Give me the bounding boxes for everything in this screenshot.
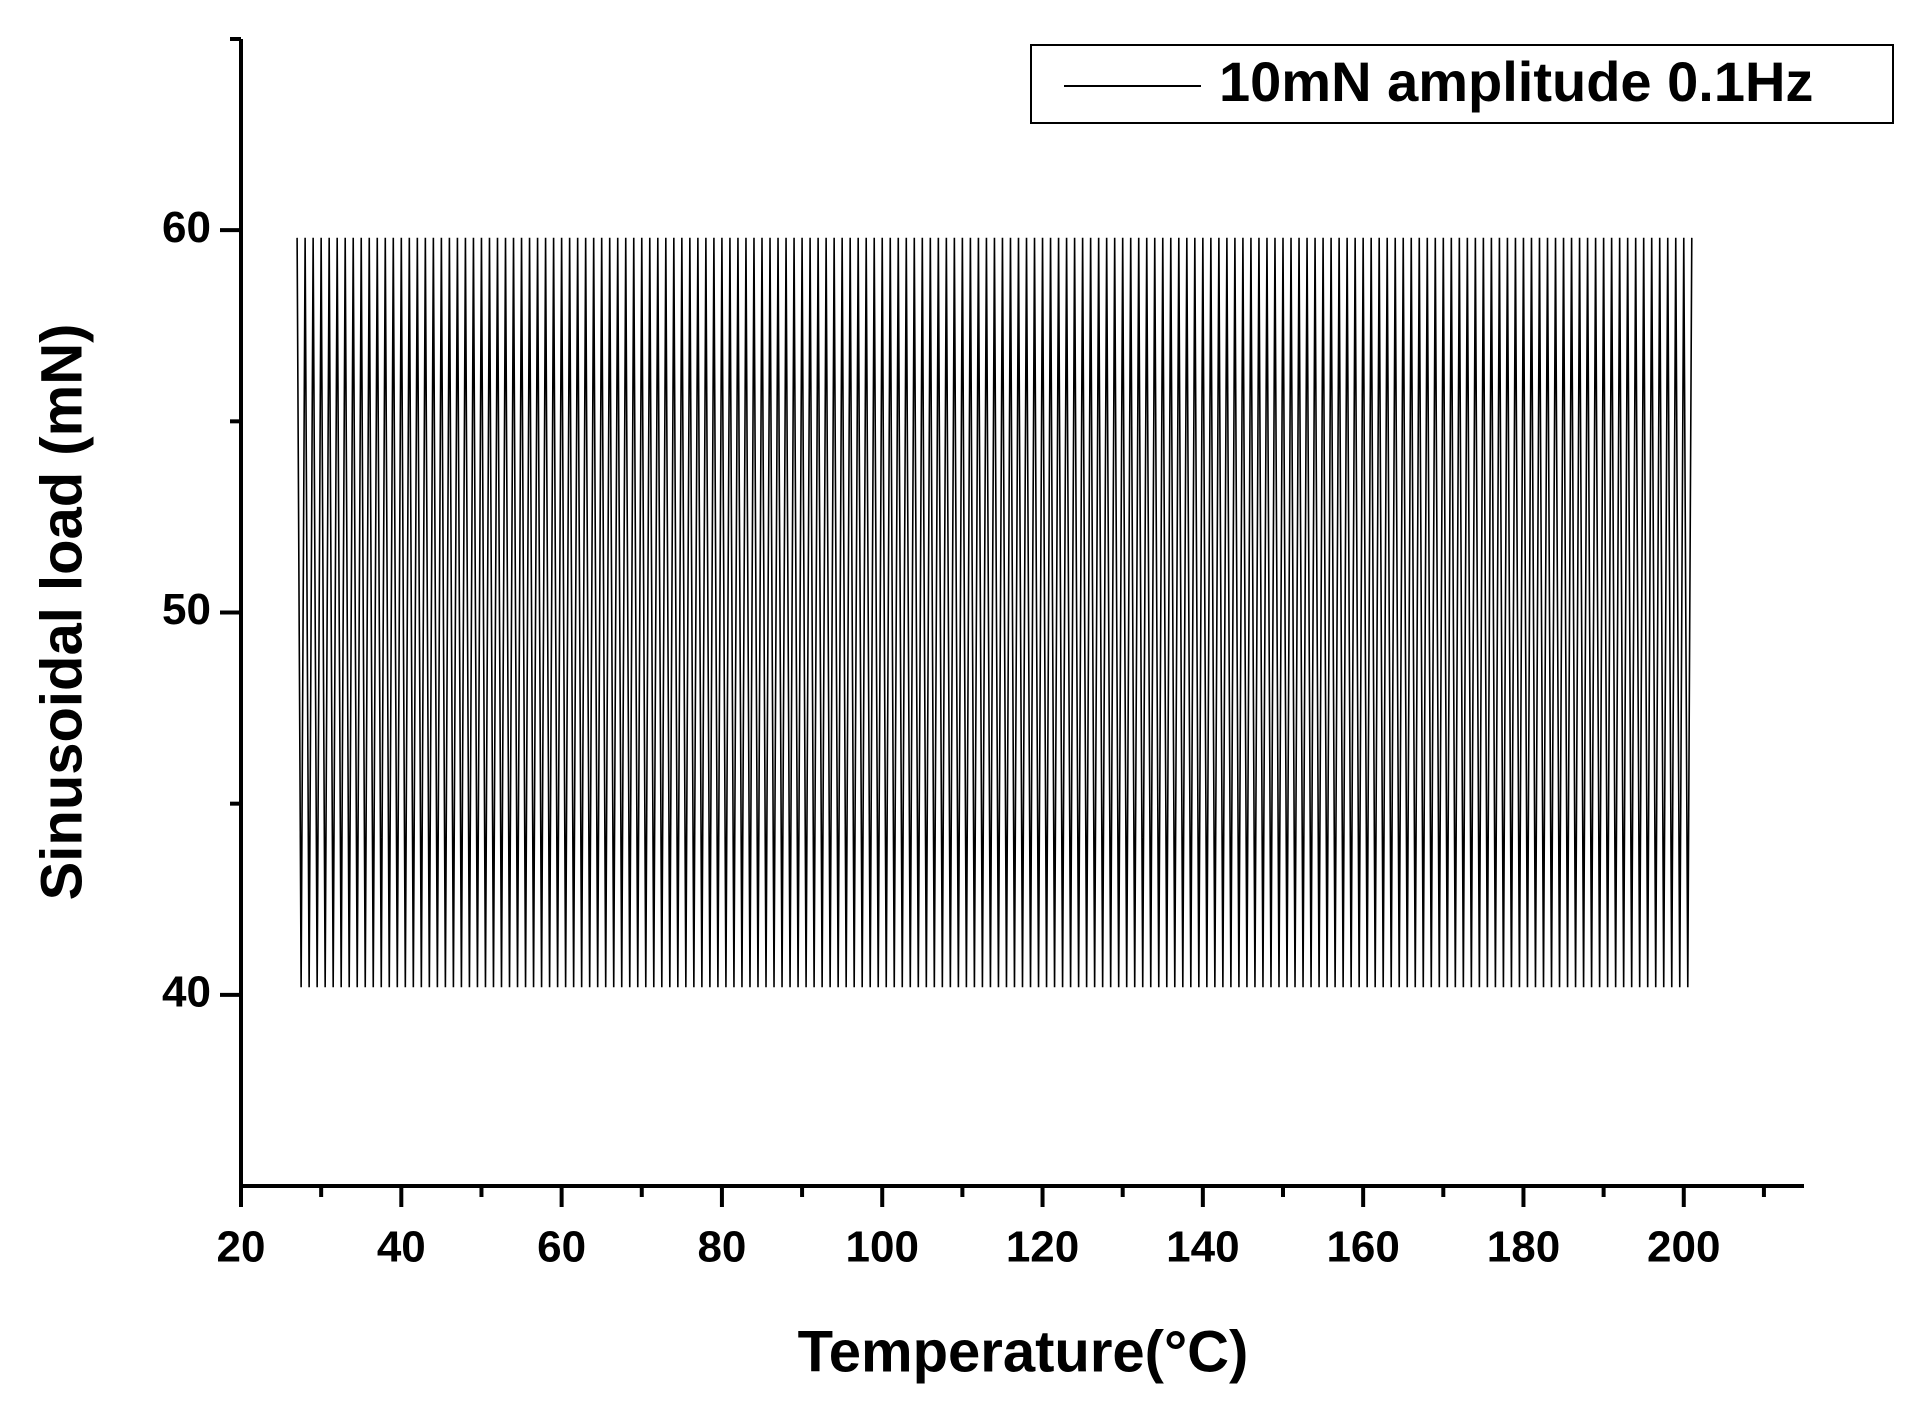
x-tick-label: 180 [1487,1223,1560,1272]
legend-box [1030,44,1894,124]
x-tick-label: 120 [1006,1223,1079,1272]
y-axis-title: Sinusoidal load (mN) [29,324,94,901]
y-tick-label: 40 [162,967,211,1016]
x-tick-label: 40 [377,1223,426,1272]
y-tick-label: 50 [162,585,211,634]
x-tick-label: 60 [537,1223,586,1272]
legend-label: 10mN amplitude 0.1Hz [1219,50,1813,113]
x-tick-label: 200 [1647,1223,1720,1272]
x-tick-label: 20 [217,1223,266,1272]
x-tick-label: 80 [697,1223,746,1272]
x-tick-label: 160 [1326,1223,1399,1272]
x-tick-label: 140 [1166,1223,1239,1272]
y-tick-label: 60 [162,203,211,252]
x-axis-title: Temperature(°C) [798,1319,1249,1384]
x-tick-label: 100 [846,1223,919,1272]
data-line [296,237,1693,988]
